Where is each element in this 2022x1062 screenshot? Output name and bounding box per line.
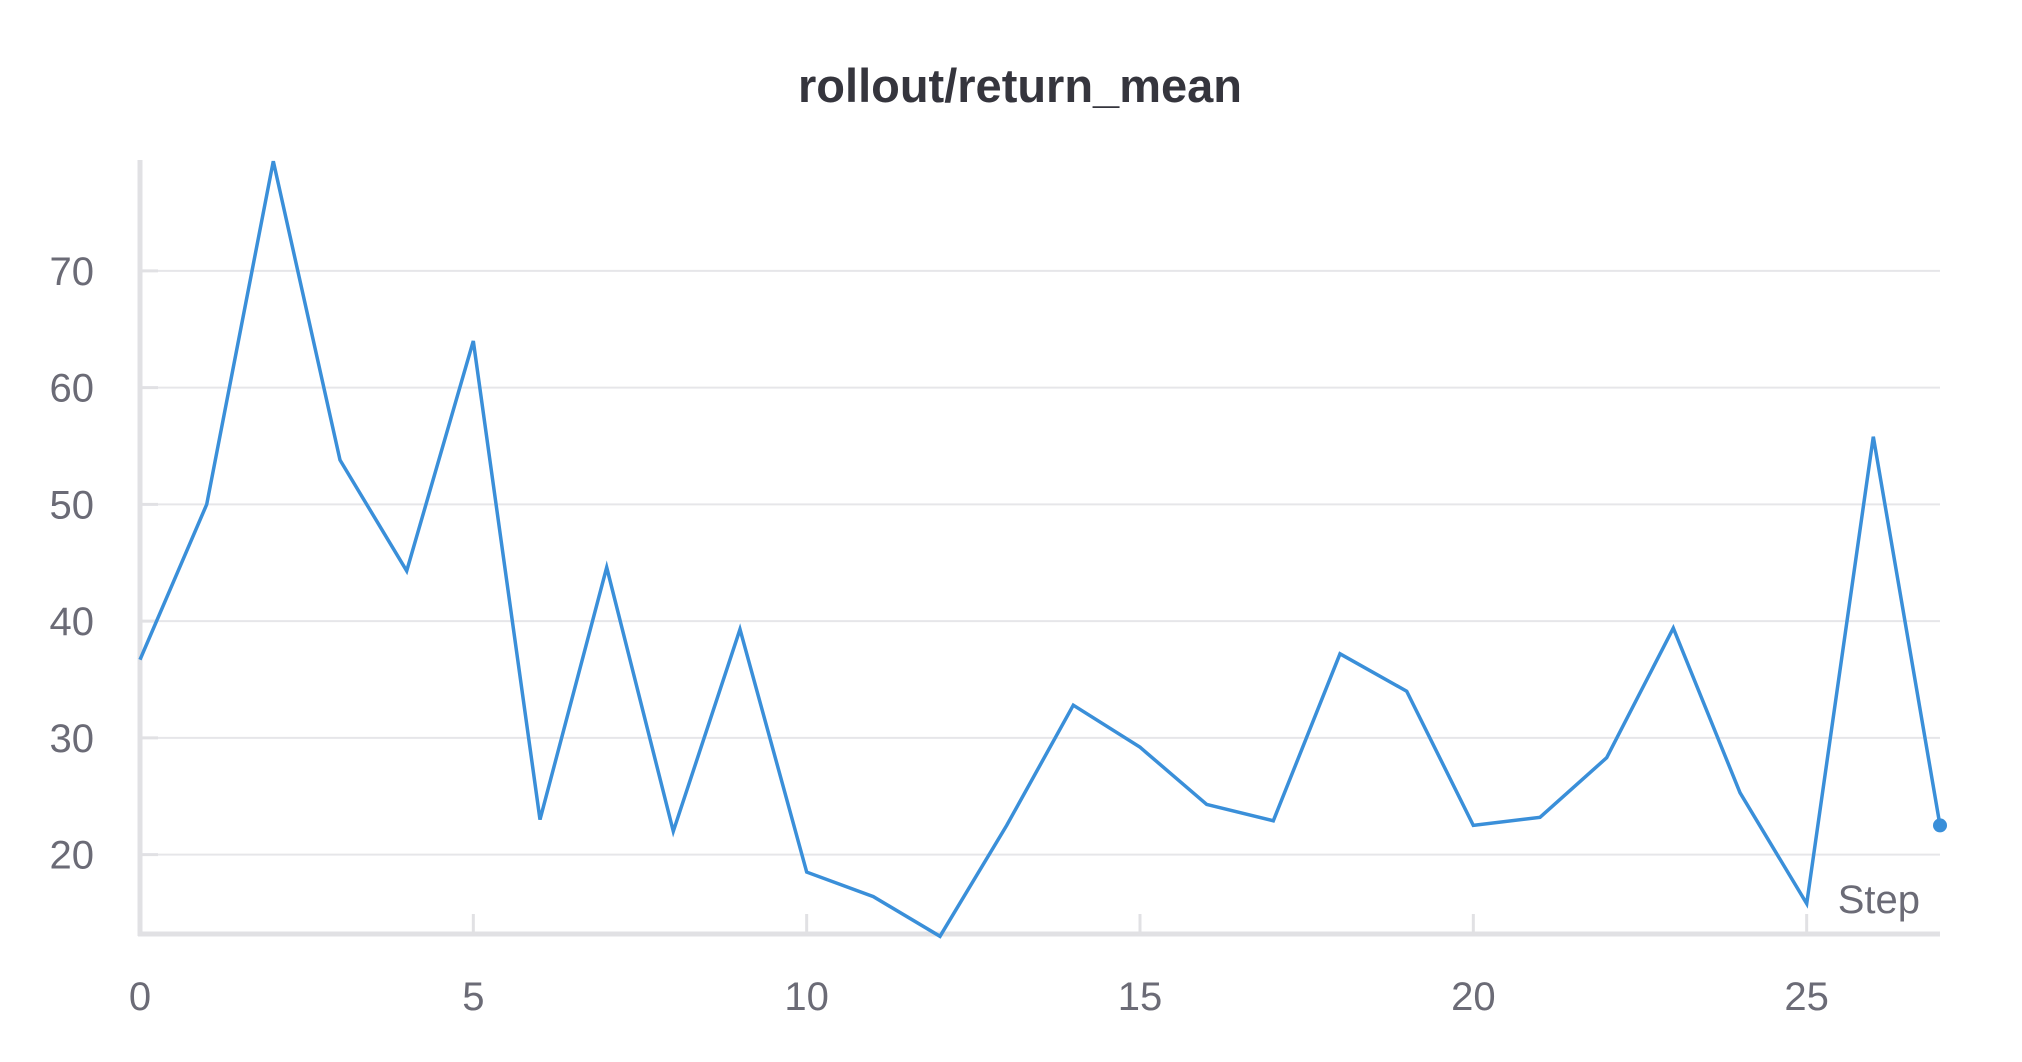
x-tick-label: 15: [1118, 975, 1163, 1019]
x-tick-label: 25: [1784, 975, 1829, 1019]
x-axis-label: Step: [1838, 878, 1920, 922]
y-tick-label: 20: [50, 834, 95, 878]
x-tick-label: 5: [462, 975, 484, 1019]
x-tick-label: 0: [129, 975, 151, 1019]
chart-title: rollout/return_mean: [798, 59, 1242, 112]
y-tick-label: 30: [50, 717, 95, 761]
x-tick-label: 20: [1451, 975, 1496, 1019]
tick-labels: 20 30 40 50 60 70 0 5 10 15 20 25: [50, 250, 1829, 1019]
x-tick-label: 10: [784, 975, 829, 1019]
y-tick-label: 70: [50, 250, 95, 294]
series: [138, 160, 1947, 939]
y-tick-label: 50: [50, 483, 95, 527]
last-data-point: [1933, 818, 1947, 833]
axes: [137, 160, 1940, 937]
series-line: [138, 160, 1942, 939]
grid-lines: [140, 269, 1940, 856]
y-tick-label: 60: [50, 367, 95, 411]
y-tick-label: 40: [50, 600, 95, 644]
